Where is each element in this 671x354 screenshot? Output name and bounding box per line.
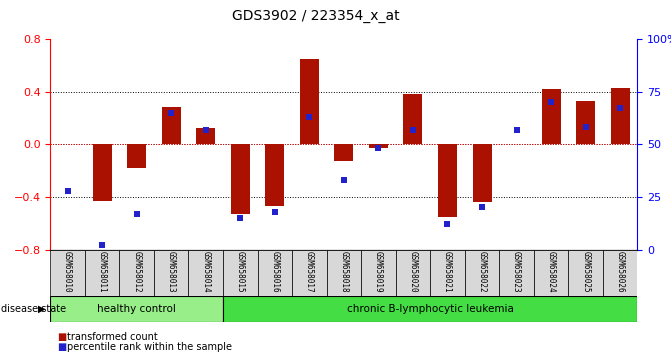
Bar — [127, 144, 146, 168]
Bar — [369, 144, 388, 148]
Point — [511, 127, 522, 132]
Bar — [265, 144, 285, 206]
Point — [442, 222, 453, 227]
Text: GSM658024: GSM658024 — [547, 251, 556, 292]
Bar — [258, 250, 292, 296]
Bar — [154, 250, 189, 296]
Bar — [361, 250, 396, 296]
Bar — [300, 59, 319, 144]
Bar — [541, 89, 560, 144]
Point — [615, 105, 625, 111]
Text: GSM658019: GSM658019 — [374, 251, 383, 292]
Point — [304, 114, 315, 120]
Text: GSM658014: GSM658014 — [201, 251, 210, 292]
Text: GSM658021: GSM658021 — [443, 251, 452, 292]
Text: GSM658016: GSM658016 — [270, 251, 279, 292]
Bar — [438, 144, 457, 217]
Point — [166, 110, 176, 115]
Point — [132, 211, 142, 217]
Bar — [576, 101, 595, 144]
Text: transformed count: transformed count — [67, 332, 158, 342]
Text: percentile rank within the sample: percentile rank within the sample — [67, 342, 232, 352]
Bar — [327, 250, 361, 296]
Text: GDS3902 / 223354_x_at: GDS3902 / 223354_x_at — [231, 9, 399, 23]
Bar — [334, 144, 354, 161]
Text: GSM658011: GSM658011 — [97, 251, 107, 292]
Point — [235, 215, 246, 221]
Bar — [465, 250, 499, 296]
Text: GSM658018: GSM658018 — [340, 251, 348, 292]
Bar — [162, 107, 180, 144]
Point — [407, 127, 418, 132]
Point — [97, 242, 107, 248]
Point — [373, 145, 384, 151]
Text: ▶: ▶ — [38, 304, 46, 314]
Text: healthy control: healthy control — [97, 304, 176, 314]
Bar — [499, 250, 534, 296]
Bar — [223, 296, 637, 322]
Bar — [85, 250, 119, 296]
Bar — [472, 144, 492, 202]
Bar — [534, 250, 568, 296]
Text: GSM658023: GSM658023 — [512, 251, 521, 292]
Text: GSM658025: GSM658025 — [581, 251, 590, 292]
Text: ■: ■ — [57, 332, 66, 342]
Bar — [223, 250, 258, 296]
Bar — [292, 250, 327, 296]
Bar — [189, 250, 223, 296]
Point — [580, 125, 591, 130]
Bar — [50, 250, 85, 296]
Bar — [93, 144, 111, 201]
Bar — [119, 250, 154, 296]
Text: GSM658020: GSM658020 — [409, 251, 417, 292]
Bar — [603, 250, 637, 296]
Text: GSM658013: GSM658013 — [166, 251, 176, 292]
Bar — [611, 88, 629, 144]
Text: GSM658010: GSM658010 — [63, 251, 72, 292]
Point — [201, 127, 211, 132]
Bar — [568, 250, 603, 296]
Text: chronic B-lymphocytic leukemia: chronic B-lymphocytic leukemia — [347, 304, 514, 314]
Point — [476, 205, 487, 210]
Point — [270, 209, 280, 215]
Text: GSM658026: GSM658026 — [616, 251, 625, 292]
Bar — [396, 250, 430, 296]
Bar — [50, 296, 223, 322]
Text: disease state: disease state — [1, 304, 66, 314]
Bar — [430, 250, 465, 296]
Point — [338, 177, 349, 183]
Bar — [403, 94, 423, 144]
Text: GSM658015: GSM658015 — [236, 251, 245, 292]
Point — [62, 188, 73, 193]
Bar — [231, 144, 250, 214]
Text: GSM658012: GSM658012 — [132, 251, 141, 292]
Text: GSM658017: GSM658017 — [305, 251, 314, 292]
Bar — [196, 129, 215, 144]
Point — [546, 99, 556, 105]
Text: ■: ■ — [57, 342, 66, 352]
Text: GSM658022: GSM658022 — [478, 251, 486, 292]
